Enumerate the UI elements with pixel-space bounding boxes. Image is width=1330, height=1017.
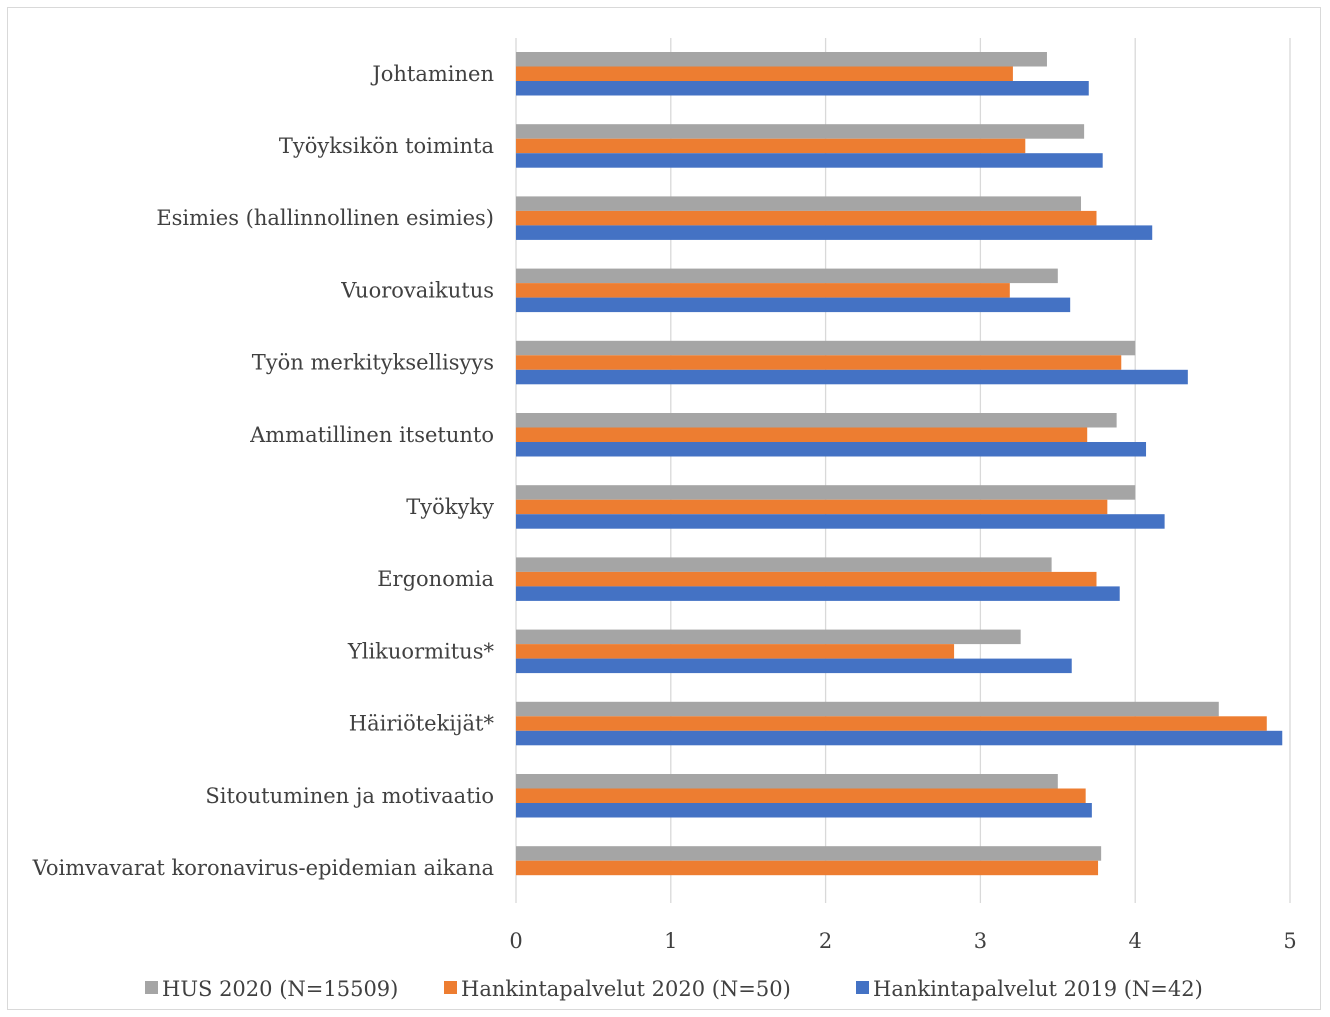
bar xyxy=(516,499,1108,515)
bar xyxy=(516,413,1117,428)
bar xyxy=(516,846,1102,861)
bar xyxy=(516,210,1097,226)
x-tick-label: 0 xyxy=(509,929,522,953)
legend-swatch xyxy=(145,981,158,994)
x-axis-tick-labels: 0 1 2 3 4 5 xyxy=(509,929,1296,953)
x-tick-label: 1 xyxy=(664,929,677,953)
x-tick-label: 2 xyxy=(819,929,832,953)
category-labels: Johtaminen Työyksikön toiminta Esimies (ha… xyxy=(32,62,495,880)
bar xyxy=(516,340,1136,356)
legend: HUS 2020 (N=15509) Hankintapalvelut 2020 … xyxy=(145,977,1203,1001)
bar xyxy=(516,557,1052,572)
bar xyxy=(516,730,1283,746)
bar xyxy=(516,138,1026,154)
category-label: Työn merkityksellisyys xyxy=(252,351,494,375)
chart-frame: Johtaminen Työyksikön toiminta Esimies (ha… xyxy=(7,7,1321,1010)
bar xyxy=(516,268,1058,284)
bar xyxy=(516,427,1088,442)
bar xyxy=(516,514,1165,529)
bar xyxy=(516,485,1136,500)
bar xyxy=(516,774,1058,789)
bar xyxy=(516,66,1013,81)
category-label: Työyksikön toiminta xyxy=(279,134,494,158)
bars xyxy=(516,52,1283,876)
legend-label: HUS 2020 (N=15509) xyxy=(162,977,398,1001)
legend-label: Hankintapalvelut 2019 (N=42) xyxy=(873,977,1203,1001)
category-label: Työkyky xyxy=(406,495,494,519)
bar xyxy=(516,716,1267,731)
bar xyxy=(516,52,1047,67)
bar xyxy=(516,153,1103,168)
bar xyxy=(516,355,1122,370)
bar xyxy=(516,571,1097,587)
bar xyxy=(516,225,1153,240)
gridlines xyxy=(515,38,1291,903)
category-label: Johtaminen xyxy=(370,62,494,86)
bar xyxy=(516,369,1188,385)
bar xyxy=(516,788,1086,803)
bar-chart: Johtaminen Työyksikön toiminta Esimies (ha… xyxy=(32,38,1297,1001)
bar xyxy=(516,701,1219,717)
bar xyxy=(516,196,1082,211)
bar xyxy=(516,803,1092,818)
bar xyxy=(516,283,1010,298)
legend-swatch xyxy=(856,981,869,994)
category-label: Sitoutuminen ja motivaatio xyxy=(205,784,494,808)
bar xyxy=(516,81,1089,96)
bar xyxy=(516,644,955,659)
bar xyxy=(516,586,1120,601)
x-tick-label: 5 xyxy=(1283,929,1296,953)
legend-swatch xyxy=(444,981,457,994)
category-label: Voimvavarat koronavirus-epidemian aikana xyxy=(32,856,494,880)
bar xyxy=(516,629,1021,645)
bar xyxy=(516,442,1147,457)
category-label: Häiriötekijät* xyxy=(349,712,495,736)
bar xyxy=(516,297,1071,313)
bar xyxy=(516,124,1085,139)
category-label: Ylikuormitus* xyxy=(347,639,495,663)
category-label: Vuorovaikutus xyxy=(340,278,494,302)
bar xyxy=(516,658,1072,674)
x-tick-label: 4 xyxy=(1129,929,1142,953)
x-tick-label: 3 xyxy=(974,929,987,953)
category-label: Esimies (hallinnollinen esimies) xyxy=(156,206,494,230)
category-label: Ergonomia xyxy=(377,567,494,591)
legend-label: Hankintapalvelut 2020 (N=50) xyxy=(461,977,791,1001)
category-label: Ammatillinen itsetunto xyxy=(249,423,494,447)
bar xyxy=(516,860,1099,876)
